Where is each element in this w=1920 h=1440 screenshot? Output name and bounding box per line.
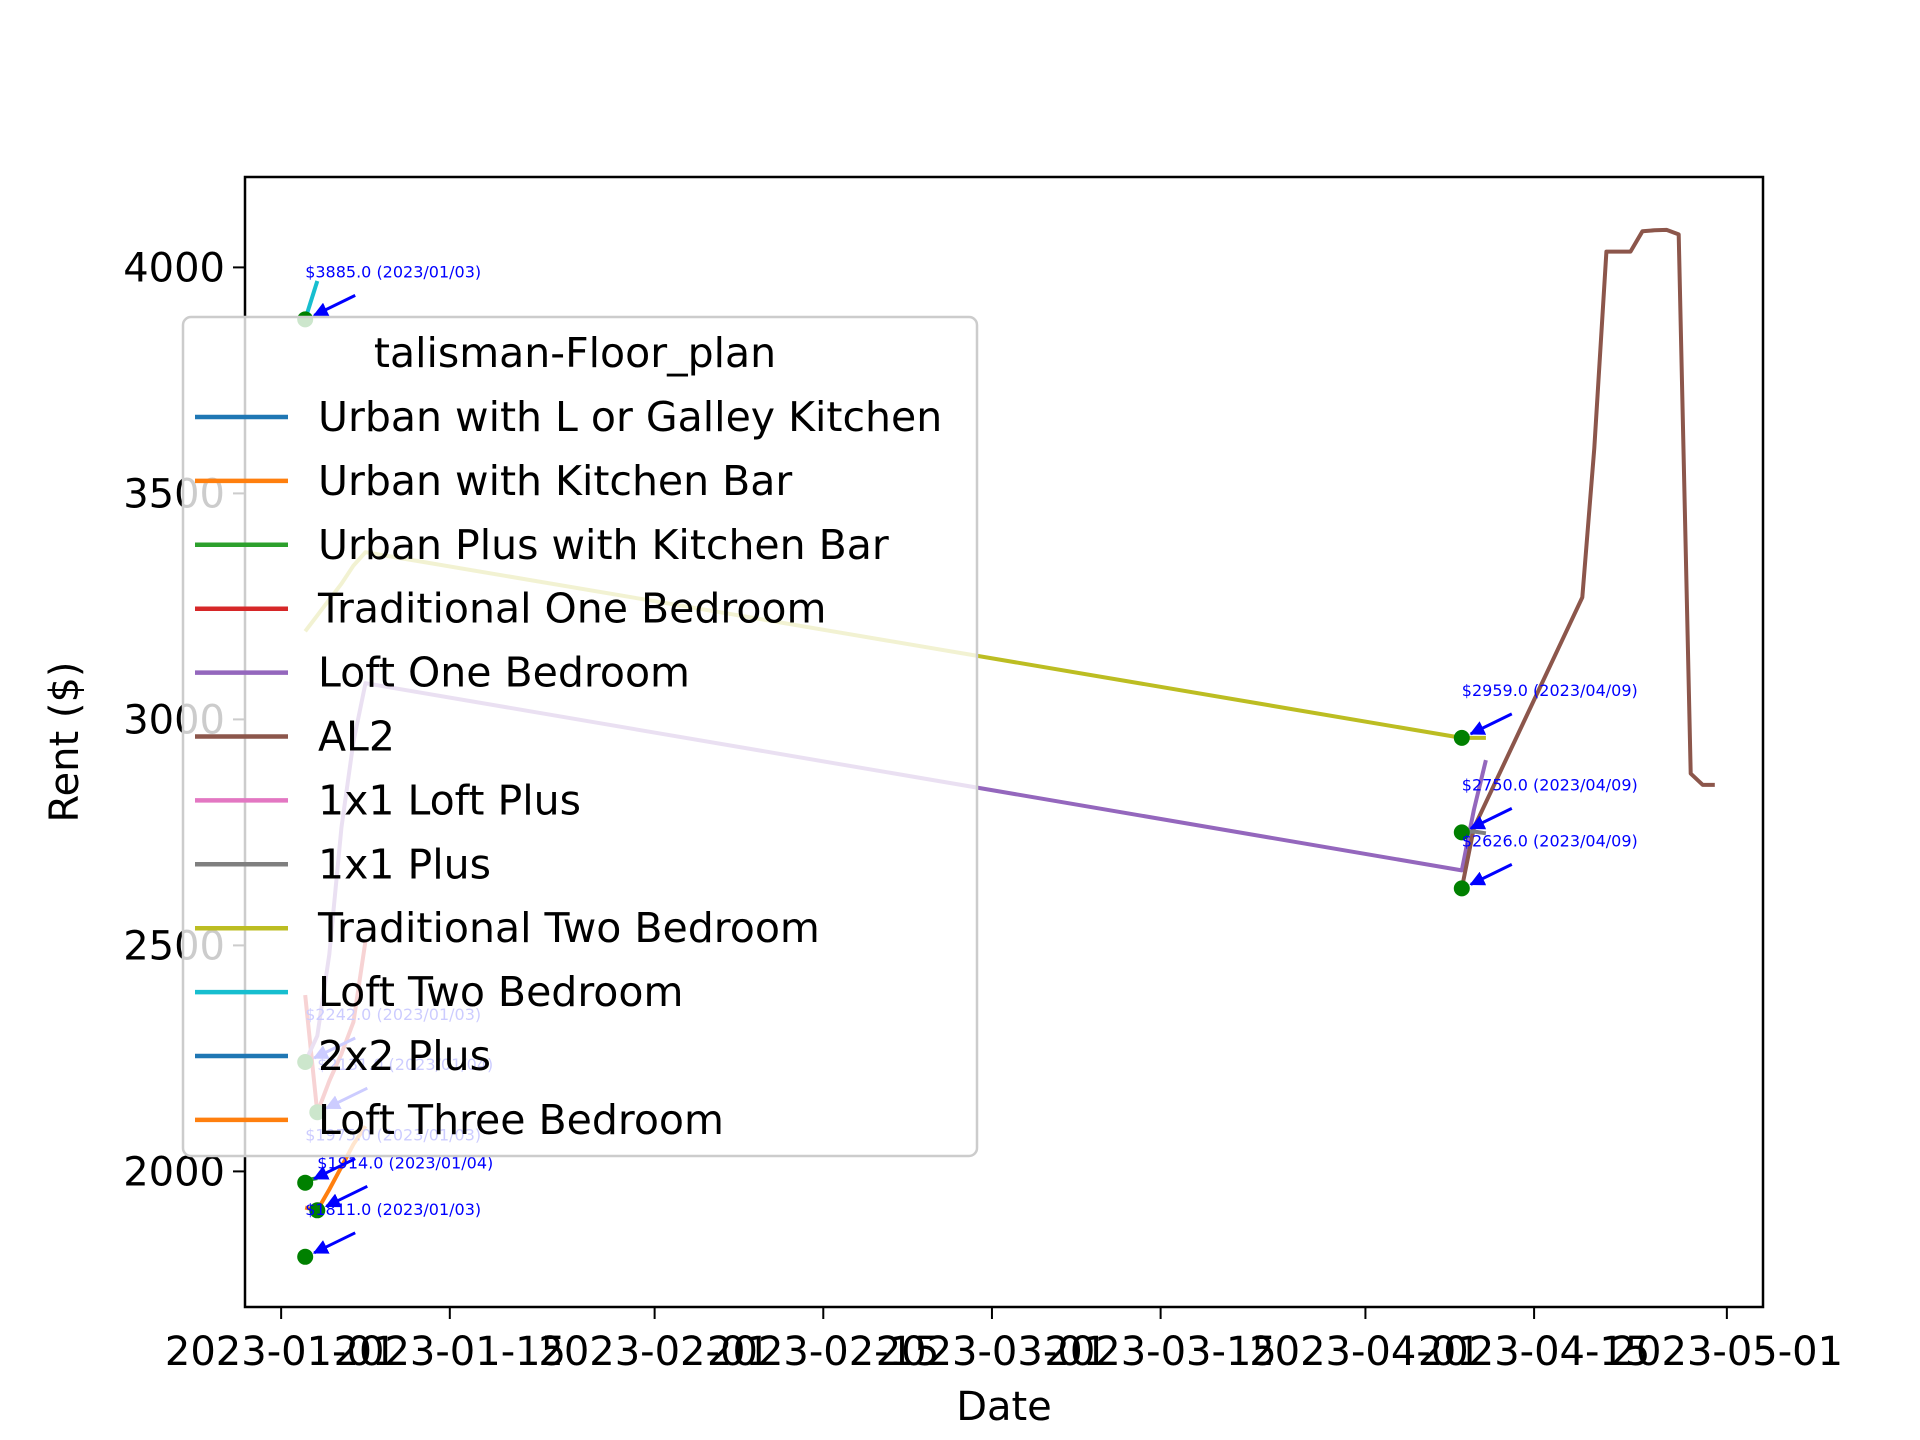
annotation-arrow-7 <box>1469 807 1513 830</box>
annotation-point-6 <box>1453 729 1470 746</box>
annotation-arrow-6 <box>1469 712 1513 736</box>
legend-label-10: 2x2 Plus <box>318 1032 491 1080</box>
annotation-arrow-5 <box>312 1231 356 1255</box>
annotation-arrow-8 <box>1469 863 1513 886</box>
x-tick-label-3: 2023-02-15 <box>707 1329 939 1375</box>
legend-label-0: Urban with L or Galley Kitchen <box>318 393 942 441</box>
annotation-label-7: $2750.0 (2023/04/09) <box>1462 775 1638 794</box>
x-tick-label-6: 2023-04-01 <box>1249 1329 1481 1375</box>
legend-label-7: 1x1 Plus <box>318 840 491 888</box>
x-tick-label-8: 2023-05-01 <box>1611 1329 1843 1375</box>
legend-label-11: Loft Three Bedroom <box>318 1096 724 1144</box>
legend-box <box>181 315 979 1158</box>
legend-label-1: Urban with Kitchen Bar <box>318 457 792 505</box>
x-tick-label-5: 2023-03-15 <box>1044 1329 1276 1375</box>
annotation-arrow-4 <box>324 1184 368 1208</box>
annotation-label-8: $2626.0 (2023/04/09) <box>1462 831 1638 850</box>
y-tick-label-4: 4000 <box>123 245 225 291</box>
x-tick-label-2: 2023-02-01 <box>538 1329 770 1375</box>
annotation-label-4: $1914.0 (2023/01/04) <box>317 1153 493 1172</box>
legend-label-6: 1x1 Loft Plus <box>318 776 581 824</box>
series-line-5 <box>1459 227 1715 889</box>
x-tick-label-7: 2023-04-15 <box>1418 1329 1650 1375</box>
x-axis-title: Date <box>956 1384 1052 1430</box>
x-tick-label-4: 2023-03-01 <box>876 1329 1108 1375</box>
legend-label-2: Urban Plus with Kitchen Bar <box>318 521 889 569</box>
legend-label-5: AL2 <box>318 713 395 761</box>
annotation-label-5: $1811.0 (2023/01/03) <box>305 1200 481 1219</box>
legend-label-8: Traditional Two Bedroom <box>317 904 820 952</box>
annotation-label-0: $3885.0 (2023/01/03) <box>305 262 481 281</box>
annotation-point-5 <box>297 1248 314 1265</box>
annotation-point-8 <box>1453 880 1470 897</box>
legend-label-3: Traditional One Bedroom <box>317 585 826 633</box>
x-tick-label-0: 2023-01-01 <box>165 1329 397 1375</box>
legend: talisman-Floor_plan Urban with L or Galle… <box>181 315 979 1158</box>
annotation-arrow-0 <box>312 294 356 317</box>
x-tick-label-1: 2023-01-15 <box>334 1329 566 1375</box>
annotation-point-4 <box>309 1202 326 1219</box>
annotation-label-6: $2959.0 (2023/04/09) <box>1462 681 1638 700</box>
annotation-point-7 <box>1453 824 1470 841</box>
annotation-point-3 <box>297 1174 314 1191</box>
y-axis-title: Rent ($) <box>42 661 88 822</box>
annotation-arrow-3 <box>312 1157 356 1181</box>
legend-label-4: Loft One Bedroom <box>318 649 690 697</box>
legend-title: talisman-Floor_plan <box>374 329 776 377</box>
legend-label-9: Loft Two Bedroom <box>318 968 683 1016</box>
